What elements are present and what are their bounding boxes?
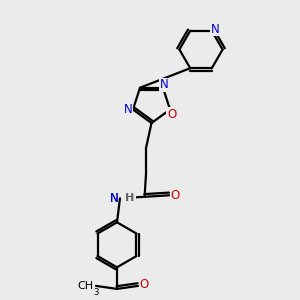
Text: O: O <box>140 278 148 291</box>
Text: N: N <box>211 23 220 36</box>
Text: NH: NH <box>111 192 134 205</box>
Text: 3: 3 <box>93 288 99 297</box>
Text: N: N <box>124 103 133 116</box>
Text: N: N <box>110 192 118 205</box>
Text: H: H <box>125 193 134 203</box>
Text: N: N <box>110 192 119 205</box>
Text: CH: CH <box>77 281 93 291</box>
Text: H: H <box>125 193 133 203</box>
Text: O: O <box>167 107 176 121</box>
Text: O: O <box>171 189 180 202</box>
Text: N: N <box>160 78 169 91</box>
